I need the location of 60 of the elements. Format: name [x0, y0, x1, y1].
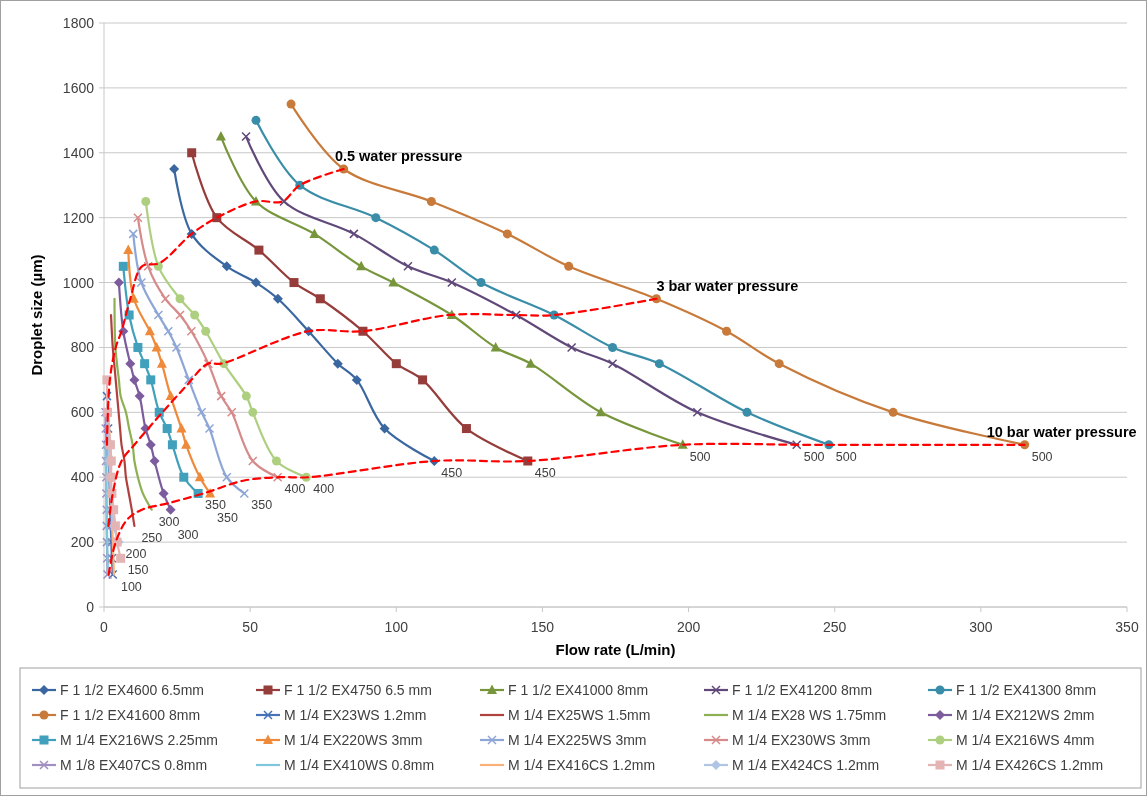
x-tick-label: 50: [242, 619, 259, 635]
data-label: 500: [803, 449, 825, 464]
x-tick-label: 200: [676, 619, 701, 635]
annotation: 10 bar water pressure: [986, 423, 1137, 440]
legend-label: F 1 1/2 EX41200 8mm: [732, 682, 873, 698]
legend-label: M 1/4 EX426CS 1.2mm: [956, 757, 1104, 773]
x-tick-label: 300: [969, 619, 993, 635]
legend-label: F 1 1/2 EX4600 6.5mm: [60, 682, 204, 698]
x-tick-label: 0: [100, 619, 109, 635]
legend-label: M 1/4 EX230WS 3mm: [732, 732, 871, 748]
legend-label: M 1/4 EX416CS 1.2mm: [508, 757, 656, 773]
y-tick-label: 1200: [62, 209, 95, 226]
legend-label: F 1 1/2 EX41600 8mm: [60, 707, 201, 723]
data-label: 200: [125, 547, 147, 562]
y-tick-label: 1600: [62, 79, 95, 96]
x-tick-label: 350: [1115, 619, 1139, 635]
data-label: 300: [177, 527, 199, 542]
annotation: 3 bar water pressure: [656, 277, 799, 294]
y-tick-label: 1000: [62, 274, 95, 291]
legend-label: M 1/8 EX407CS 0.8mm: [60, 757, 208, 773]
legend-label: M 1/4 EX25WS 1.5mm: [508, 707, 651, 723]
legend-label: M 1/4 EX424CS 1.2mm: [732, 757, 880, 773]
legend-label: M 1/4 EX225WS 3mm: [508, 732, 647, 748]
legend-label: F 1 1/2 EX41000 8mm: [508, 682, 649, 698]
x-axis-title: Flow rate (L/min): [555, 641, 676, 658]
data-label: 400: [284, 482, 306, 497]
y-tick-label: 200: [70, 534, 95, 551]
data-label: 400: [313, 482, 335, 497]
y-tick-label: 600: [70, 404, 95, 421]
legend-label: F 1 1/2 EX41300 8mm: [956, 682, 1097, 698]
legend-label: F 1 1/2 EX4750 6.5 mm: [284, 682, 432, 698]
data-label: 350: [205, 498, 227, 513]
data-label: 350: [251, 498, 273, 513]
legend-label: M 1/4 EX28 WS 1.75mm: [732, 707, 887, 723]
legend-label: M 1/4 EX212WS 2mm: [956, 707, 1095, 723]
y-axis-title: Droplet size (µm): [28, 254, 45, 376]
data-label: 300: [158, 514, 180, 529]
legend-label: M 1/4 EX410WS 0.8mm: [284, 757, 435, 773]
data-label: 250: [141, 530, 163, 545]
y-tick-label: 800: [70, 339, 95, 356]
annotation: 0.5 water pressure: [334, 148, 463, 164]
data-label: 450: [534, 466, 556, 480]
x-tick-label: 150: [530, 619, 555, 635]
data-label: 150: [127, 563, 149, 578]
legend-label: M 1/4 EX23WS 1.2mm: [284, 707, 427, 723]
data-label: 100: [120, 579, 142, 594]
legend-label: M 1/4 EX220WS 3mm: [284, 732, 423, 748]
y-tick-label: 0: [86, 599, 95, 615]
legend-label: M 1/4 EX216WS 2.25mm: [60, 732, 218, 748]
y-tick-label: 400: [70, 469, 95, 486]
data-label: 500: [1031, 449, 1053, 464]
data-label: 500: [689, 449, 711, 464]
data-label: 500: [835, 449, 857, 464]
x-tick-label: 100: [384, 619, 409, 635]
legend-label: M 1/4 EX216WS 4mm: [956, 732, 1095, 748]
y-tick-label: 1800: [62, 15, 95, 31]
x-tick-label: 250: [823, 619, 847, 635]
data-label: 350: [217, 511, 238, 526]
data-label: 450: [441, 466, 463, 480]
y-tick-label: 1400: [62, 144, 95, 161]
